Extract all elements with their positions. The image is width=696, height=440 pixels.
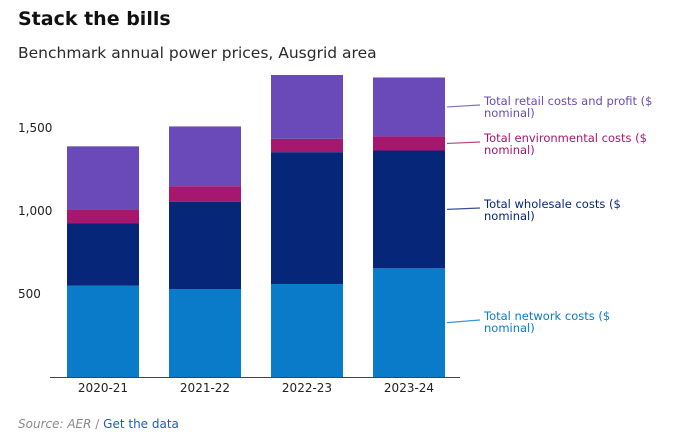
legend-label-series-0: Total network costs ($ nominal)	[483, 309, 610, 335]
y-tick-label-500: 500	[18, 287, 41, 301]
legend-label-series-3: Total retail costs and profit ($ nominal)	[483, 94, 653, 120]
stacked-bar-chart: 2020-21 2021-22 2022-23 2023-24 500 1,000 1,50…	[18, 74, 653, 395]
source-label: Source: AER	[18, 417, 92, 431]
bar-segment-2023-24-series-1	[373, 150, 445, 269]
chart-subtitle: Benchmark annual power prices, Ausgrid a…	[18, 44, 377, 62]
bar-segment-2020-21-series-2	[67, 209, 139, 224]
bar-segment-2023-24-series-3	[373, 77, 445, 137]
bars-layer	[67, 74, 445, 377]
x-tick-label-2021-22: 2021-22	[180, 381, 230, 395]
y-tick-label-1500: 1,500	[18, 121, 52, 135]
bar-segment-2020-21-series-3	[67, 146, 139, 210]
legend-connector-series-3	[446, 104, 481, 108]
legend-connector-series-0	[446, 319, 481, 324]
legend-layer: Total network costs ($ nominal) Total whol…	[446, 94, 653, 335]
bar-segment-2021-22-series-0	[169, 289, 241, 377]
bar-segment-2022-23-series-3	[271, 74, 343, 139]
legend-connector-series-2	[446, 141, 481, 145]
bar-segment-2021-22-series-1	[169, 201, 241, 290]
x-tick-label-2020-21: 2020-21	[78, 381, 128, 395]
bar-segment-2020-21-series-0	[67, 285, 139, 377]
bar-segment-2021-22-series-2	[169, 186, 241, 202]
bar-segment-2023-24-series-0	[373, 268, 445, 377]
chart-title: Stack the bills	[18, 8, 171, 30]
bar-segment-2022-23-series-2	[271, 138, 343, 153]
source-note: Source: AER / Get the data	[18, 417, 179, 431]
bar-segment-2022-23-series-1	[271, 152, 343, 285]
bar-segment-2023-24-series-2	[373, 136, 445, 151]
bar-segment-2020-21-series-1	[67, 223, 139, 286]
bar-segment-2022-23-series-0	[271, 284, 343, 377]
source-separator: /	[95, 417, 100, 431]
y-tick-label-1000: 1,000	[18, 204, 52, 218]
legend-label-series-2: Total environmental costs ($ nominal)	[483, 131, 647, 157]
legend-connector-series-1	[446, 207, 481, 210]
bar-segment-2021-22-series-3	[169, 126, 241, 187]
legend-label-series-1: Total wholesale costs ($ nominal)	[483, 197, 621, 223]
get-the-data-link[interactable]: Get the data	[103, 417, 179, 431]
x-tick-label-2023-24: 2023-24	[384, 381, 434, 395]
x-tick-label-2022-23: 2022-23	[282, 381, 332, 395]
axes-layer: 2020-21 2021-22 2022-23 2023-24 500 1,000 1,50…	[18, 121, 460, 395]
